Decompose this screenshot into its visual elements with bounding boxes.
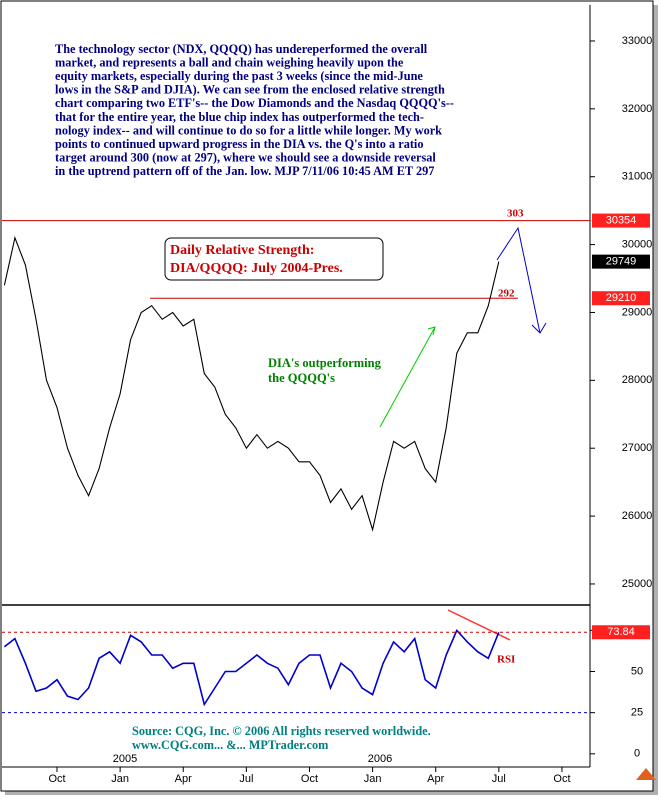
y-tick-label: 31000 bbox=[622, 171, 653, 183]
annotation: 292 bbox=[498, 288, 515, 300]
x-tick-label: Apr bbox=[175, 773, 192, 785]
commentary-line: equity markets, especially during the pa… bbox=[55, 69, 423, 83]
projection bbox=[496, 226, 541, 334]
x-tick-label: Oct bbox=[553, 773, 570, 785]
annotation: DIA's outperforming bbox=[268, 356, 382, 370]
y-tick-label: 28000 bbox=[622, 374, 653, 386]
last-value-label: 29749 bbox=[606, 256, 637, 268]
source: Source: CQG, Inc. © 2006 All rights rese… bbox=[132, 724, 431, 738]
rsi-trendline bbox=[447, 609, 511, 641]
commentary-line: market, and represents a ball and chain … bbox=[55, 55, 404, 69]
title-box bbox=[164, 237, 384, 281]
last-value-label: 73.84 bbox=[607, 626, 635, 638]
commentary-line: The technology sector (NDX, QQQQ) has un… bbox=[55, 42, 428, 56]
y-tick-label: 27000 bbox=[622, 442, 653, 454]
scroll-icon[interactable] bbox=[636, 768, 656, 780]
x-tick-label: Jul bbox=[239, 773, 253, 785]
y-tick-label: 30000 bbox=[622, 238, 653, 250]
arrow bbox=[379, 326, 436, 428]
x-tick-label: Apr bbox=[427, 773, 444, 785]
x-tick-label: Oct bbox=[48, 773, 65, 785]
rsi-label: RSI bbox=[497, 654, 515, 666]
x-tick-label: Jul bbox=[492, 773, 506, 785]
annotation: the QQQQ's bbox=[268, 371, 335, 385]
year-label: 2006 bbox=[368, 753, 392, 765]
commentary-line: in the uptrend pattern off of the Jan. l… bbox=[55, 164, 434, 178]
y-tick-label: 50 bbox=[631, 665, 643, 677]
last-value-label-box bbox=[592, 254, 650, 269]
source: www.CQG.com... &... MPTrader.com bbox=[132, 738, 329, 752]
level-label-box bbox=[592, 213, 650, 228]
y-tick-label: 26000 bbox=[622, 510, 653, 522]
level-label-box bbox=[592, 291, 650, 306]
annotation: 303 bbox=[507, 208, 524, 220]
y-tick-label: 0 bbox=[634, 748, 640, 760]
y-tick-label: 33000 bbox=[622, 35, 653, 47]
commentary-line: chart comparing two ETF's-- the Dow Diam… bbox=[55, 96, 454, 110]
commentary: The technology sector (NDX, QQQQ) has un… bbox=[55, 42, 454, 178]
commentary-line: nology index-- and will continue to do s… bbox=[55, 123, 442, 137]
commentary-line: points to continued upward progress in t… bbox=[55, 137, 424, 151]
commentary-line: that for the entire year, the blue chip … bbox=[55, 110, 424, 124]
arrow-head bbox=[427, 326, 436, 336]
series-line bbox=[3, 628, 500, 707]
y-tick-label: 29000 bbox=[622, 306, 653, 318]
y-tick-label: 25 bbox=[631, 707, 643, 719]
level-label: 29210 bbox=[606, 292, 637, 304]
level-label: 30354 bbox=[606, 214, 637, 226]
x-tick-label: Oct bbox=[301, 773, 318, 785]
y-tick-label: 32000 bbox=[622, 103, 653, 115]
x-tick-label: Jan bbox=[111, 773, 129, 785]
commentary-line: lows in the S&P and DJIA). We can see fr… bbox=[55, 83, 445, 97]
x-tick-label: Jan bbox=[364, 773, 382, 785]
title: Daily Relative Strength: bbox=[170, 243, 314, 258]
year-label: 2005 bbox=[113, 753, 137, 765]
last-value-label-box bbox=[592, 625, 650, 640]
title: DIA/QQQQ: July 2004-Pres. bbox=[170, 261, 343, 276]
commentary-line: target around 300 (now at 297), where we… bbox=[55, 151, 436, 165]
projection-head bbox=[531, 322, 547, 334]
y-tick-label: 25000 bbox=[622, 578, 653, 590]
series-line bbox=[3, 235, 500, 532]
frame bbox=[0, 0, 654, 792]
